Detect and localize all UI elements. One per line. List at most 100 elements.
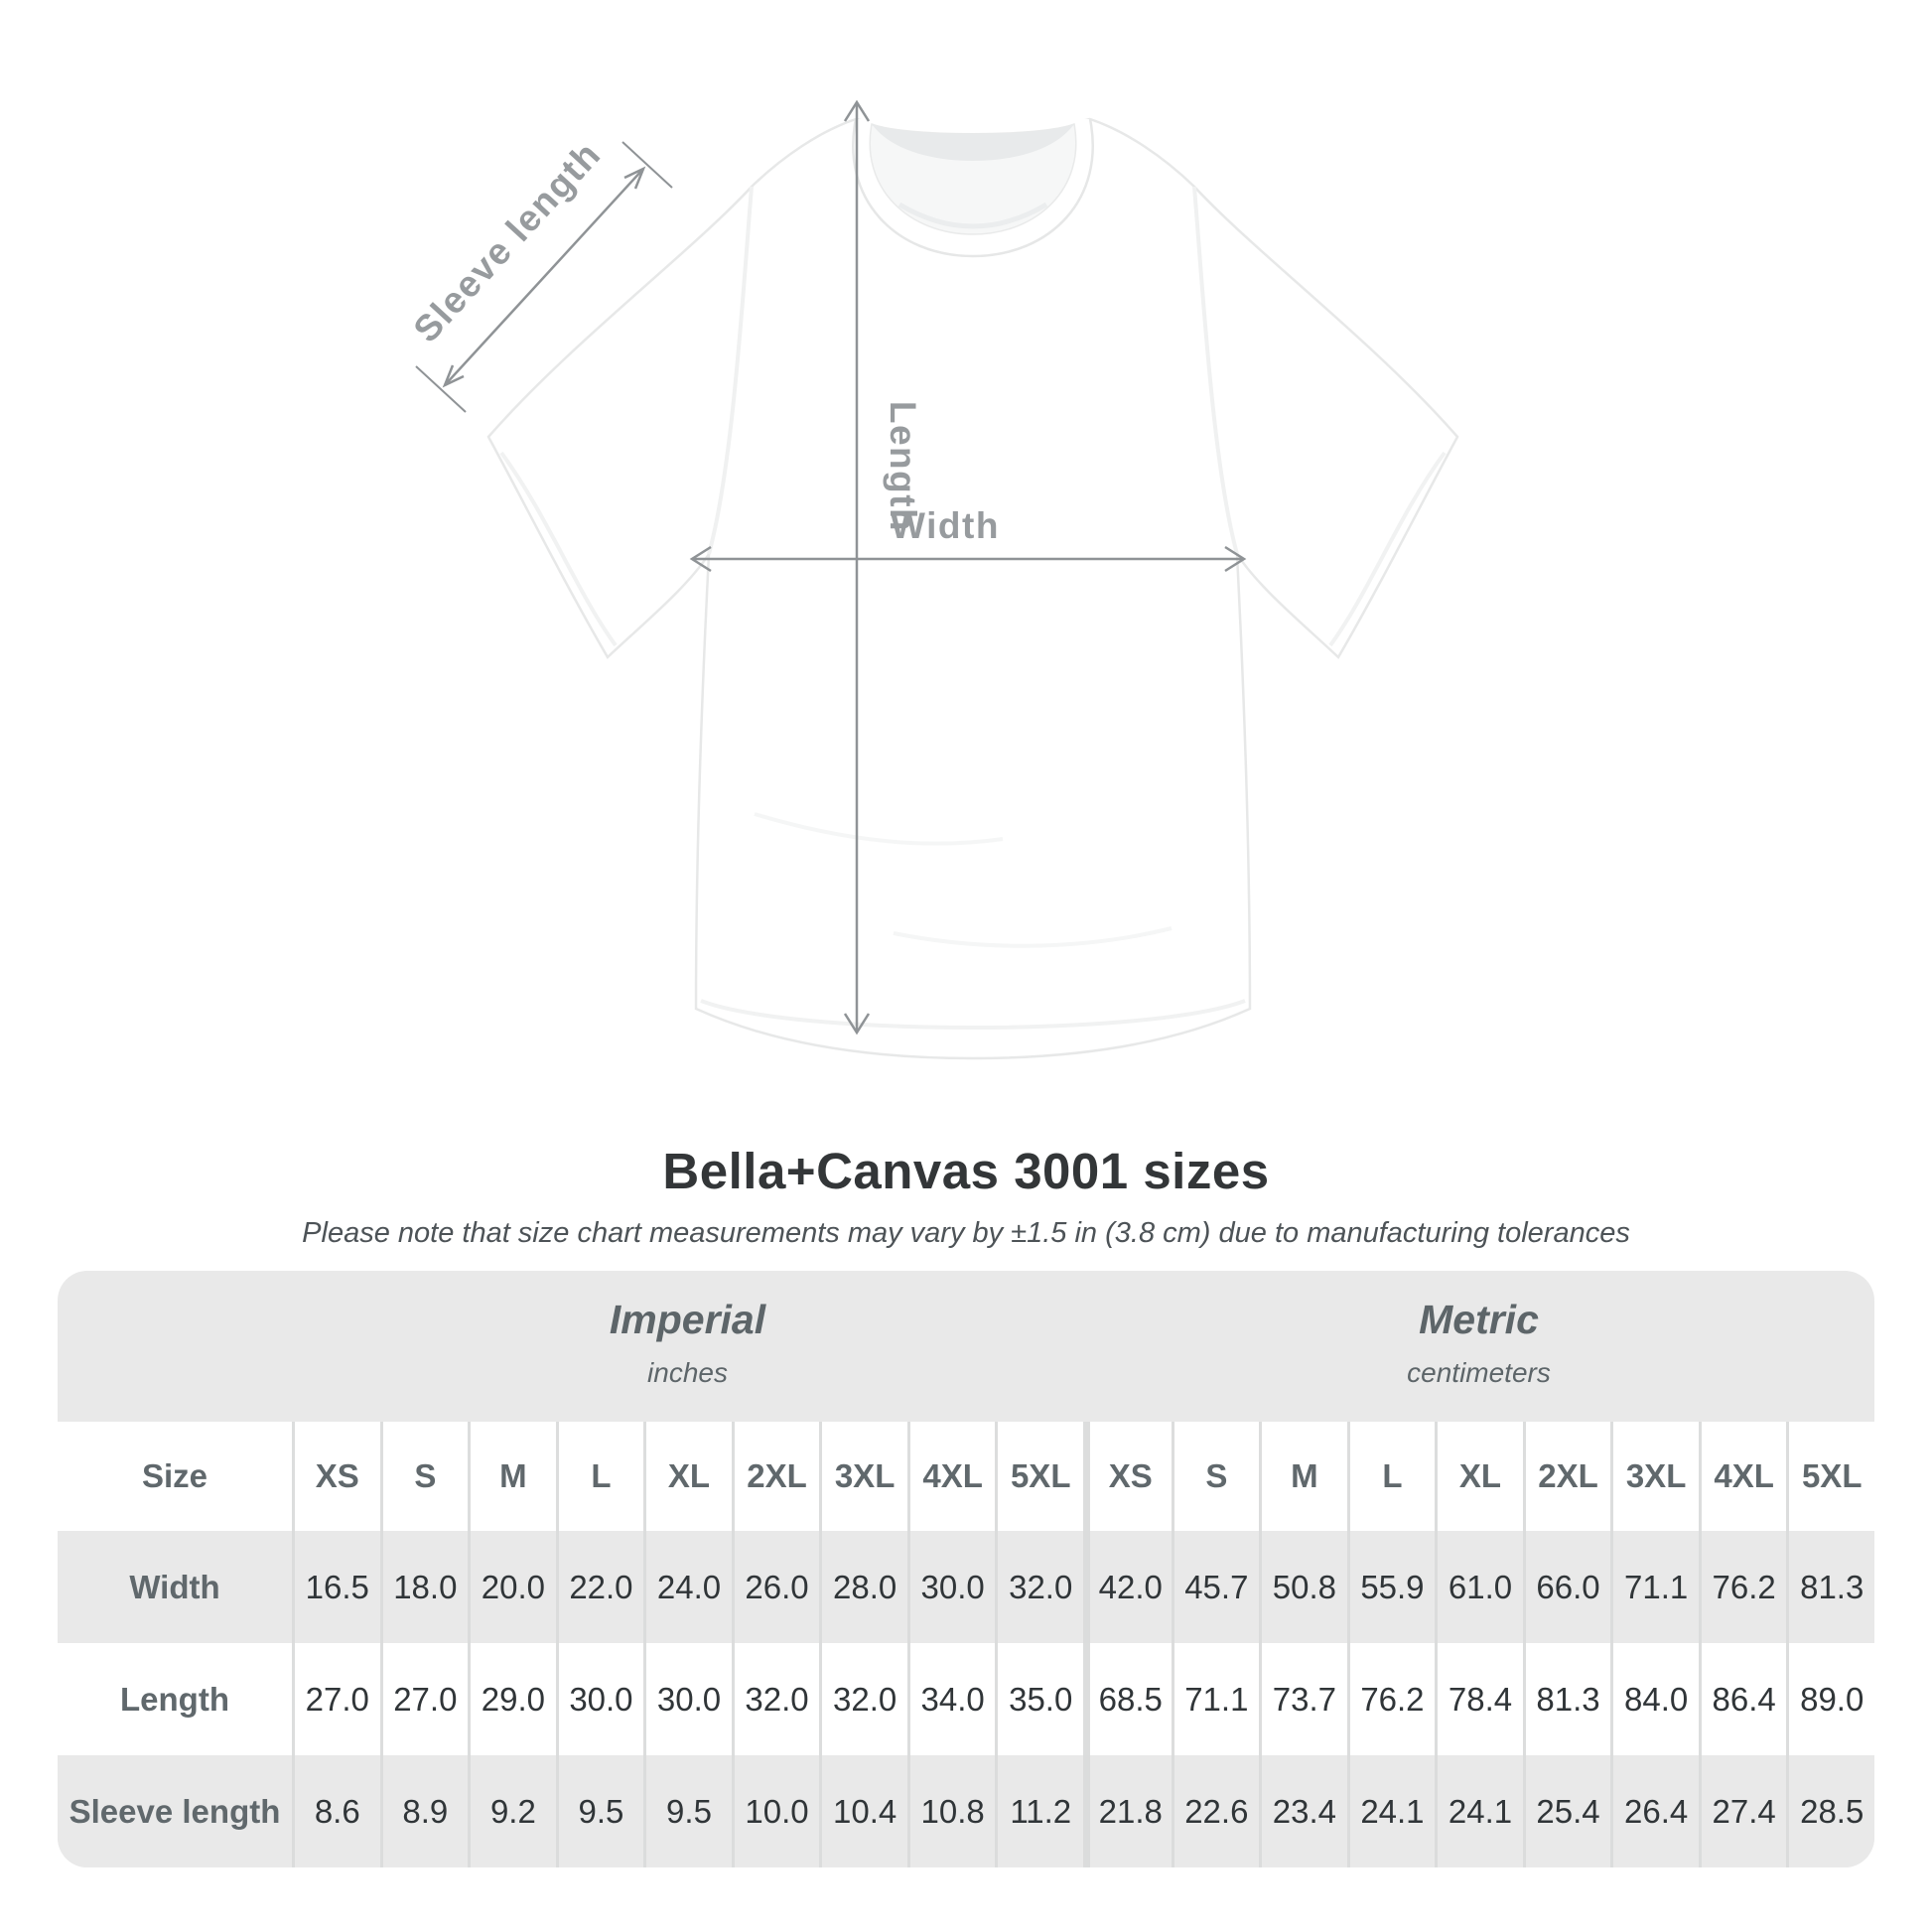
value-cell: 24.1 <box>1435 1755 1523 1867</box>
value-cell: 81.3 <box>1522 1643 1611 1755</box>
sleeve-length-arrow <box>415 141 673 413</box>
value-cell: 32.0 <box>731 1643 820 1755</box>
value-cell: 34.0 <box>906 1643 996 1755</box>
value-cell: 20.0 <box>468 1531 556 1643</box>
tshirt-body <box>486 117 1459 1060</box>
value-cell: 73.7 <box>1259 1643 1347 1755</box>
unit-group-band: Imperial inches Metric centimeters <box>58 1271 1874 1422</box>
value-cell: 29.0 <box>468 1643 556 1755</box>
size-header-cell: XL <box>1435 1422 1523 1531</box>
value-cell: 76.2 <box>1346 1643 1436 1755</box>
value-cell: 61.0 <box>1435 1531 1523 1643</box>
value-cell: 22.0 <box>555 1531 644 1643</box>
metric-unit: centimeters <box>1407 1357 1551 1388</box>
value-cell: 26.4 <box>1610 1755 1699 1867</box>
size-header-cell: 2XL <box>731 1422 820 1531</box>
value-cell: 9.5 <box>643 1755 732 1867</box>
value-cell: 11.2 <box>995 1755 1083 1867</box>
table-row-sleeve-length: Sleeve length 8.6 8.9 9.2 9.5 9.5 10.0 1… <box>58 1755 1874 1867</box>
value-cell: 68.5 <box>1083 1643 1172 1755</box>
size-header-cell: 3XL <box>819 1422 907 1531</box>
value-cell: 27.4 <box>1698 1755 1787 1867</box>
row-label: Width <box>129 1568 220 1605</box>
value-cell: 22.6 <box>1171 1755 1260 1867</box>
back-collar-seam <box>897 202 1048 229</box>
imperial-group-header: Imperial inches <box>292 1271 1083 1422</box>
size-header-cell: M <box>1259 1422 1347 1531</box>
size-header-cell: 5XL <box>995 1422 1083 1531</box>
value-cell: 45.7 <box>1171 1531 1260 1643</box>
value-cell: 10.4 <box>819 1755 907 1867</box>
value-cell: 8.9 <box>379 1755 469 1867</box>
value-cell: 27.0 <box>379 1643 469 1755</box>
size-header-cell: 3XL <box>1610 1422 1699 1531</box>
imperial-label: Imperial <box>609 1297 766 1342</box>
value-cell: 24.1 <box>1346 1755 1436 1867</box>
tshirt-measurement-diagram: Sleeve length Length Width <box>406 99 1459 1060</box>
value-cell: 89.0 <box>1786 1643 1874 1755</box>
value-cell: 10.8 <box>906 1755 996 1867</box>
value-cell: 66.0 <box>1522 1531 1611 1643</box>
size-header-cell: M <box>468 1422 556 1531</box>
page-title: Bella+Canvas 3001 sizes <box>662 1143 1270 1199</box>
size-header-cell: XS <box>1083 1422 1172 1531</box>
tshirt-graphic <box>486 117 1459 1060</box>
value-cell: 55.9 <box>1346 1531 1436 1643</box>
table-row-length: Length 27.0 27.0 29.0 30.0 30.0 32.0 32.… <box>58 1643 1874 1755</box>
value-cell: 32.0 <box>819 1643 907 1755</box>
metric-label: Metric <box>1419 1297 1539 1342</box>
measurement-arrows <box>415 99 1247 1035</box>
value-cell: 30.0 <box>906 1531 996 1643</box>
size-header-cell: S <box>1171 1422 1260 1531</box>
size-table: Imperial inches Metric centimeters Size … <box>58 1271 1874 1867</box>
size-header-cell: L <box>555 1422 644 1531</box>
width-arrow <box>689 545 1247 573</box>
length-arrow <box>843 99 871 1035</box>
column-header-size: Size <box>141 1457 208 1494</box>
size-header-cell: 5XL <box>1786 1422 1874 1531</box>
value-cell: 27.0 <box>292 1643 380 1755</box>
tshirt-shading <box>499 186 1447 1030</box>
value-cell: 21.8 <box>1083 1755 1172 1867</box>
value-cell: 76.2 <box>1698 1531 1787 1643</box>
size-header-cell: 4XL <box>1698 1422 1787 1531</box>
value-cell: 24.0 <box>643 1531 732 1643</box>
size-header-cell: 2XL <box>1522 1422 1611 1531</box>
value-cell: 71.1 <box>1171 1643 1260 1755</box>
value-cell: 23.4 <box>1259 1755 1347 1867</box>
value-cell: 16.5 <box>292 1531 380 1643</box>
width-label: Width <box>891 505 1000 546</box>
table-row-width: Width 16.5 18.0 20.0 22.0 24.0 26.0 28.0… <box>58 1531 1874 1643</box>
neck-inner-shadow <box>872 124 1074 161</box>
metric-group-header: Metric centimeters <box>1083 1271 1874 1422</box>
size-header-cell: XS <box>292 1422 380 1531</box>
value-cell: 26.0 <box>731 1531 820 1643</box>
value-cell: 30.0 <box>555 1643 644 1755</box>
value-cell: 81.3 <box>1786 1531 1874 1643</box>
value-cell: 42.0 <box>1083 1531 1172 1643</box>
size-header-cell: S <box>379 1422 469 1531</box>
value-cell: 30.0 <box>643 1643 732 1755</box>
value-cell: 8.6 <box>292 1755 380 1867</box>
value-cell: 35.0 <box>995 1643 1083 1755</box>
value-cell: 32.0 <box>995 1531 1083 1643</box>
tolerance-note: Please note that size chart measurements… <box>302 1217 1630 1249</box>
size-header-cell: L <box>1346 1422 1436 1531</box>
value-cell: 84.0 <box>1610 1643 1699 1755</box>
value-cell: 9.5 <box>555 1755 644 1867</box>
imperial-unit: inches <box>647 1357 728 1388</box>
value-cell: 78.4 <box>1435 1643 1523 1755</box>
value-cell: 18.0 <box>379 1531 469 1643</box>
size-header-cell: XL <box>643 1422 732 1531</box>
value-cell: 71.1 <box>1610 1531 1699 1643</box>
row-label: Sleeve length <box>69 1792 281 1830</box>
value-cell: 25.4 <box>1522 1755 1611 1867</box>
value-cell: 28.5 <box>1786 1755 1874 1867</box>
value-cell: 86.4 <box>1698 1643 1787 1755</box>
value-cell: 28.0 <box>819 1531 907 1643</box>
length-label: Length <box>883 401 923 532</box>
value-cell: 9.2 <box>468 1755 556 1867</box>
value-cell: 50.8 <box>1259 1531 1347 1643</box>
value-cell: 10.0 <box>731 1755 820 1867</box>
